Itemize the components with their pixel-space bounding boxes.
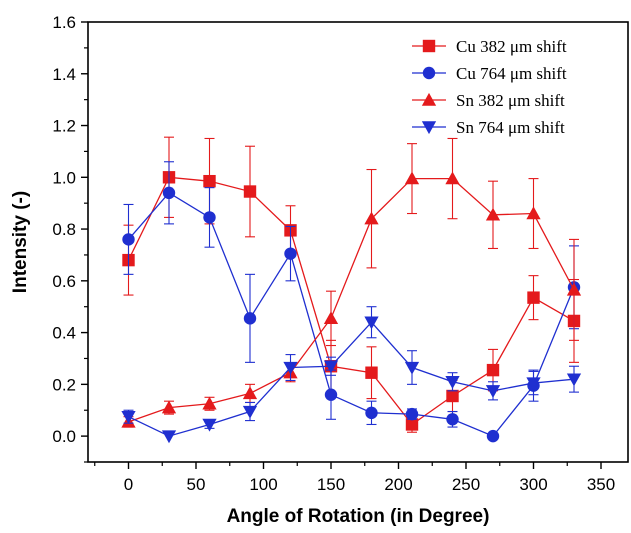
data-point: [485, 207, 501, 221]
x-tick-label: 250: [452, 475, 480, 494]
data-point: [404, 171, 420, 185]
data-point: [323, 311, 339, 325]
data-point: [203, 211, 216, 224]
data-point: [364, 316, 379, 330]
series-1: [122, 161, 581, 443]
series-line: [128, 191, 575, 437]
plot-frame: [87, 21, 629, 463]
data-point: [365, 366, 378, 379]
y-tick-label: 0.8: [52, 220, 76, 239]
series-line: [128, 177, 575, 423]
series-line: [127, 176, 575, 426]
data-point: [202, 396, 217, 410]
data-point: [566, 373, 582, 387]
legend-label: Cu 764 μm shift: [456, 64, 567, 83]
data-point: [446, 413, 459, 426]
y-tick-label: 1.4: [52, 65, 76, 84]
x-tick-label: 0: [124, 475, 133, 494]
series-3: [121, 306, 582, 444]
legend: Cu 382 μm shift Cu 764 μm shift Sn 382 μm …: [412, 37, 567, 137]
data-point: [365, 406, 378, 420]
data-point: [405, 418, 419, 431]
legend-label: Cu 382 μm shift: [456, 37, 567, 56]
data-point: [122, 233, 135, 246]
series-0: [122, 136, 581, 433]
legend-marker: [422, 66, 436, 80]
data-point: [243, 312, 257, 325]
y-tick-label: 0.0: [52, 427, 76, 446]
data-point: [243, 185, 257, 198]
plot-border: [87, 21, 629, 463]
x-tick-label: 350: [587, 475, 615, 494]
x-tick-label: 50: [187, 475, 206, 494]
data-point: [527, 291, 540, 304]
x-tick-label: 100: [249, 475, 277, 494]
x-tick-label: 300: [519, 475, 547, 494]
y-tick-label: 1.0: [52, 168, 76, 187]
legend-marker: [421, 92, 437, 106]
data-point: [566, 282, 582, 296]
data-point: [284, 247, 297, 260]
y-tick-label: 1.6: [52, 13, 76, 32]
data-point: [486, 363, 500, 377]
data-point: [445, 171, 460, 185]
data-point: [324, 388, 338, 401]
legend-marker: [422, 39, 436, 53]
data-point: [202, 418, 217, 432]
data-point: [162, 186, 176, 200]
data-point: [203, 174, 216, 188]
data-point: [445, 376, 460, 389]
data-point: [486, 429, 500, 443]
series-line: [128, 321, 575, 437]
data-point: [526, 377, 541, 391]
data-point: [526, 206, 541, 220]
y-tick-label: 0.2: [52, 375, 76, 394]
data-point: [242, 386, 258, 400]
legend-label: Sn 764 μm shift: [456, 118, 565, 137]
data-point: [405, 407, 419, 421]
data-point: [446, 389, 459, 403]
data-point: [485, 385, 501, 398]
x-tick-label: 200: [384, 475, 412, 494]
data-point: [283, 361, 298, 375]
x-axis: 0 50 100 150 200 250 300 350: [94, 462, 615, 494]
data-point: [242, 405, 258, 419]
y-tick-label: 0.4: [52, 324, 76, 343]
series-2: [121, 137, 582, 428]
x-tick-label: 150: [317, 475, 345, 494]
x-axis-title: Angle of Rotation (in Degree): [227, 506, 490, 527]
y-axis-title: Intensity (-): [10, 191, 31, 293]
data-point: [161, 430, 177, 444]
y-axis: 0.0 0.2 0.4 0.6 0.8 1.0 1.2 1.4 1.6: [52, 13, 88, 463]
data-point: [364, 211, 379, 225]
data-point: [404, 361, 420, 375]
data-point: [121, 411, 136, 424]
legend-label: Sn 382 μm shift: [456, 91, 565, 110]
data-point: [323, 360, 339, 374]
y-tick-label: 0.6: [52, 272, 76, 291]
data-point: [161, 400, 177, 414]
y-tick-label: 1.2: [52, 117, 76, 136]
series-layer: [121, 136, 582, 444]
legend-marker: [421, 121, 437, 135]
